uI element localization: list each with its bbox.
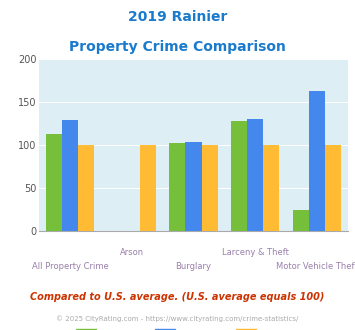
Bar <box>247 118 263 231</box>
Text: Motor Vehicle Theft: Motor Vehicle Theft <box>276 262 355 271</box>
Text: Arson: Arson <box>120 248 144 257</box>
Text: All Property Crime: All Property Crime <box>32 262 108 271</box>
Bar <box>293 210 309 231</box>
Text: Property Crime Comparison: Property Crime Comparison <box>69 40 286 53</box>
Bar <box>263 145 279 231</box>
Legend: Rainier, Oregon, National: Rainier, Oregon, National <box>72 326 315 330</box>
Bar <box>62 120 78 231</box>
Bar <box>309 91 325 231</box>
Text: © 2025 CityRating.com - https://www.cityrating.com/crime-statistics/: © 2025 CityRating.com - https://www.city… <box>56 315 299 322</box>
Text: Burglary: Burglary <box>175 262 212 271</box>
Text: Compared to U.S. average. (U.S. average equals 100): Compared to U.S. average. (U.S. average … <box>30 292 325 302</box>
Bar <box>185 142 202 231</box>
Bar <box>202 145 218 231</box>
Bar <box>169 144 185 231</box>
Bar <box>325 145 341 231</box>
Bar <box>231 121 247 231</box>
Bar <box>78 145 94 231</box>
Bar <box>46 134 62 231</box>
Text: Larceny & Theft: Larceny & Theft <box>222 248 289 257</box>
Text: 2019 Rainier: 2019 Rainier <box>128 10 227 24</box>
Bar <box>140 145 156 231</box>
